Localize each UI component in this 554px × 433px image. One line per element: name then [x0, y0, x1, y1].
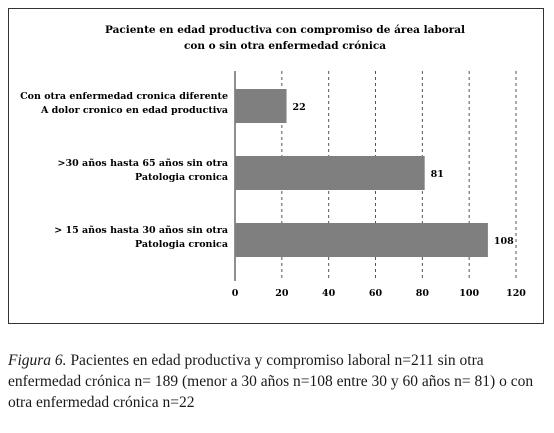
x-tick-label: 20 [275, 288, 289, 299]
x-tick-labels: 0 20 40 60 80 100 120 [232, 288, 527, 299]
data-label: 108 [494, 236, 514, 247]
figure-caption: Figura 6. Pacientes en edad productiva y… [8, 350, 548, 413]
chart-frame: Paciente en edad productiva con compromi… [8, 8, 544, 324]
bar [235, 89, 287, 123]
x-tick-label: 80 [416, 288, 430, 299]
x-tick-label: 40 [322, 288, 336, 299]
bar-chart: Paciente en edad productiva con compromi… [20, 24, 527, 299]
figure-label: Figura 6. [8, 352, 67, 369]
x-tick-label: 0 [232, 288, 239, 299]
category-label: Patologia cronica [135, 172, 228, 183]
category-label: A dolor cronico en edad productiva [40, 105, 228, 116]
bar [235, 156, 425, 190]
chart-title-line: con o sin otra enfermedad crónica [184, 40, 386, 52]
bar [235, 223, 488, 257]
x-tick-label: 60 [369, 288, 383, 299]
category-label: Con otra enfermedad cronica diferente [20, 91, 228, 102]
caption-text: Pacientes en edad productiva y compromis… [8, 352, 534, 411]
category-label: >30 años hasta 65 años sin otra [58, 158, 228, 169]
x-tick-label: 100 [459, 288, 479, 299]
x-tick-label: 120 [506, 288, 526, 299]
data-label: 81 [431, 169, 444, 180]
data-label: 22 [293, 102, 306, 113]
category-label: > 15 años hasta 30 años sin otra [54, 225, 228, 236]
chart-title: Paciente en edad productiva con compromi… [105, 24, 465, 52]
chart-title-line: Paciente en edad productiva con compromi… [105, 24, 465, 36]
category-label: Patologia cronica [135, 239, 228, 250]
bars: 22 81 108 [235, 89, 514, 257]
category-labels: Con otra enfermedad cronica diferente A d… [20, 91, 228, 250]
